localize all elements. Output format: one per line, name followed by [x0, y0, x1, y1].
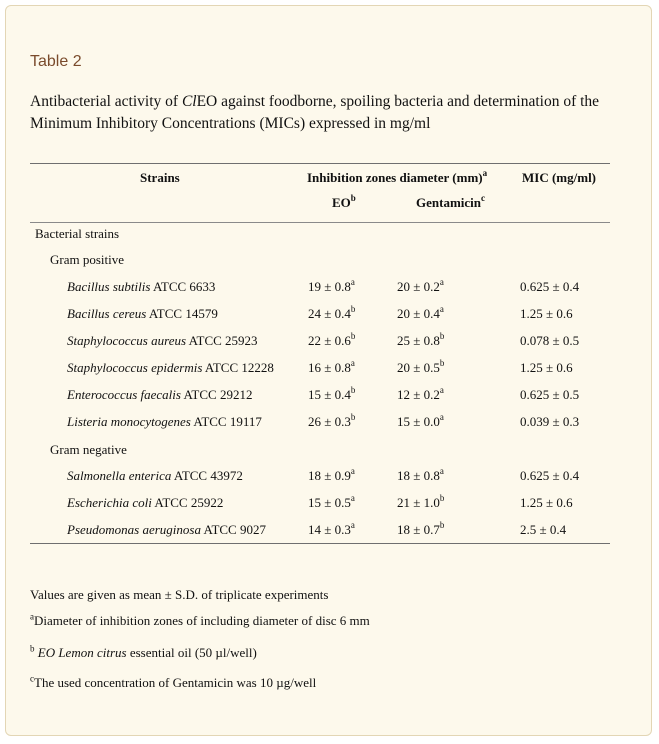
header-mic: MIC (mg/ml): [522, 170, 597, 185]
table-row-eo: 15 ± 0.4b: [308, 384, 356, 402]
footnote-a: aDiameter of inhibition zones of includi…: [30, 611, 370, 628]
table-row-strain: Enterococcus faecalis ATCC 29212: [67, 387, 253, 402]
header-eo-sup: b: [350, 192, 356, 203]
table-header-rule: [30, 222, 610, 223]
group-gram-positive: Gram positive: [50, 252, 125, 267]
table-row-gentamicin: 15 ± 0.0a: [397, 411, 444, 429]
table-row-gentamicin: 21 ± 1.0b: [397, 492, 445, 510]
header-inhibition-sup: a: [482, 167, 488, 178]
table-row-eo: 18 ± 0.9a: [308, 465, 355, 483]
table-row-mic: 1.25 ± 0.6: [520, 360, 573, 375]
table-row-gentamicin: 18 ± 0.8a: [397, 465, 444, 483]
table-row-strain: Bacillus subtilis ATCC 6633: [67, 279, 216, 294]
table-card: Table 2 Antibacterial activity of ClEO a…: [5, 5, 652, 736]
table-row-eo: 16 ± 0.8a: [308, 357, 355, 375]
table-row-eo: 19 ± 0.8a: [308, 276, 355, 294]
table-row-mic: 0.078 ± 0.5: [520, 333, 580, 348]
table-row-mic: 0.039 ± 0.3: [520, 414, 580, 429]
header-gentamicin: Gentamicinc: [416, 192, 485, 210]
caption-italic: Cl: [181, 93, 197, 110]
table-row-gentamicin: 18 ± 0.7b: [397, 519, 445, 537]
table-row-gentamicin: 20 ± 0.4a: [397, 303, 444, 321]
table-row-eo: 15 ± 0.5a: [308, 492, 355, 510]
table-row-strain: Escherichia coli ATCC 25922: [67, 495, 224, 510]
table-row-strain: Pseudomonas aeruginosa ATCC 9027: [67, 522, 266, 537]
table-top-rule: [30, 163, 610, 164]
caption-text-end: EO against foodborne, spoiling bacteria …: [30, 93, 600, 132]
table-row-strain: Staphylococcus aureus ATCC 25923: [67, 333, 258, 348]
caption-text-start: Antibacterial activity of: [30, 93, 182, 110]
table-row-mic: 1.25 ± 0.6: [520, 306, 573, 321]
footnote-values: Values are given as mean ± S.D. of tripl…: [30, 587, 329, 602]
table-row-gentamicin: 25 ± 0.8b: [397, 330, 445, 348]
table-row-eo: 24 ± 0.4b: [308, 303, 356, 321]
table-row-mic: 2.5 ± 0.4: [520, 522, 567, 537]
table-row-strain: Salmonella enterica ATCC 43972: [67, 468, 243, 483]
header-eo: EOb: [332, 192, 356, 210]
table-row-strain: Staphylococcus epidermis ATCC 12228: [67, 360, 274, 375]
table-row-gentamicin: 20 ± 0.5b: [397, 357, 445, 375]
table-row-gentamicin: 12 ± 0.2a: [397, 384, 444, 402]
footnote-c: cThe used concentration of Gentamicin wa…: [30, 673, 317, 690]
table-caption: Antibacterial activity of ClEO against f…: [30, 91, 635, 135]
table-row-eo: 22 ± 0.6b: [308, 330, 356, 348]
table-row-mic: 1.25 ± 0.6: [520, 495, 573, 510]
table-row-mic: 0.625 ± 0.4: [520, 279, 580, 294]
table-row-eo: 26 ± 0.3b: [308, 411, 356, 429]
header-inhibition: Inhibition zones diameter (mm)a: [307, 167, 488, 185]
table-bottom-rule: [30, 543, 610, 544]
group-gram-negative: Gram negative: [50, 442, 127, 457]
footnote-b: b EO Lemon citrus essential oil (50 µl/w…: [30, 643, 257, 660]
table-row-mic: 0.625 ± 0.5: [520, 387, 580, 402]
table-row-eo: 14 ± 0.3a: [308, 519, 355, 537]
table-row-strain: Bacillus cereus ATCC 14579: [67, 306, 218, 321]
table-row-mic: 0.625 ± 0.4: [520, 468, 580, 483]
table-label: Table 2: [30, 53, 82, 70]
table-row-gentamicin: 20 ± 0.2a: [397, 276, 444, 294]
group-bacterial-strains: Bacterial strains: [35, 226, 120, 241]
header-strains: Strains: [140, 170, 180, 185]
header-gentamicin-sup: c: [481, 192, 485, 203]
table-row-strain: Listeria monocytogenes ATCC 19117: [67, 414, 262, 429]
